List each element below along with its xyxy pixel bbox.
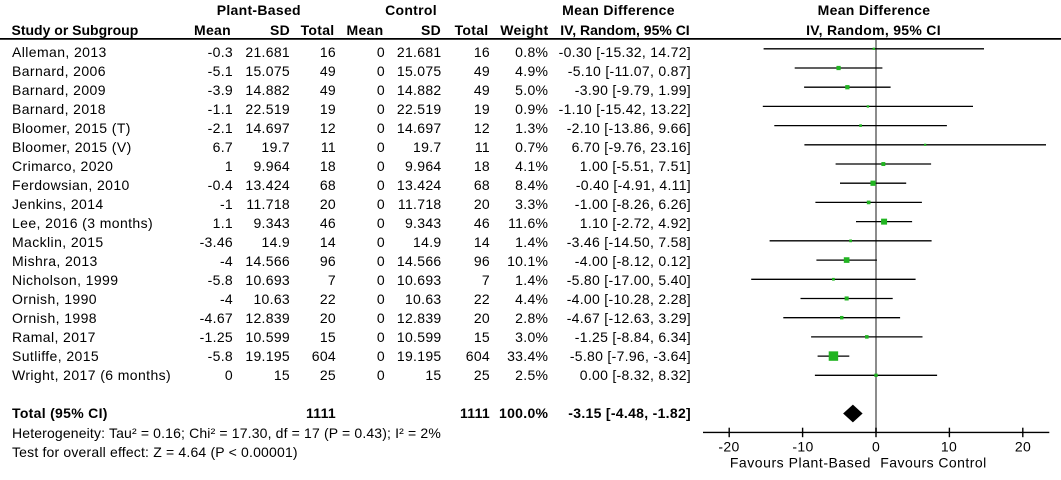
svg-text:10: 10 — [941, 439, 957, 455]
svg-text:Favours Control: Favours Control — [880, 455, 986, 471]
svg-text:-10: -10 — [792, 439, 813, 455]
svg-text:0: 0 — [872, 439, 880, 455]
svg-text:20: 20 — [1015, 439, 1031, 455]
svg-text:-20: -20 — [718, 439, 739, 455]
svg-text:Favours Plant-Based: Favours Plant-Based — [730, 455, 871, 471]
